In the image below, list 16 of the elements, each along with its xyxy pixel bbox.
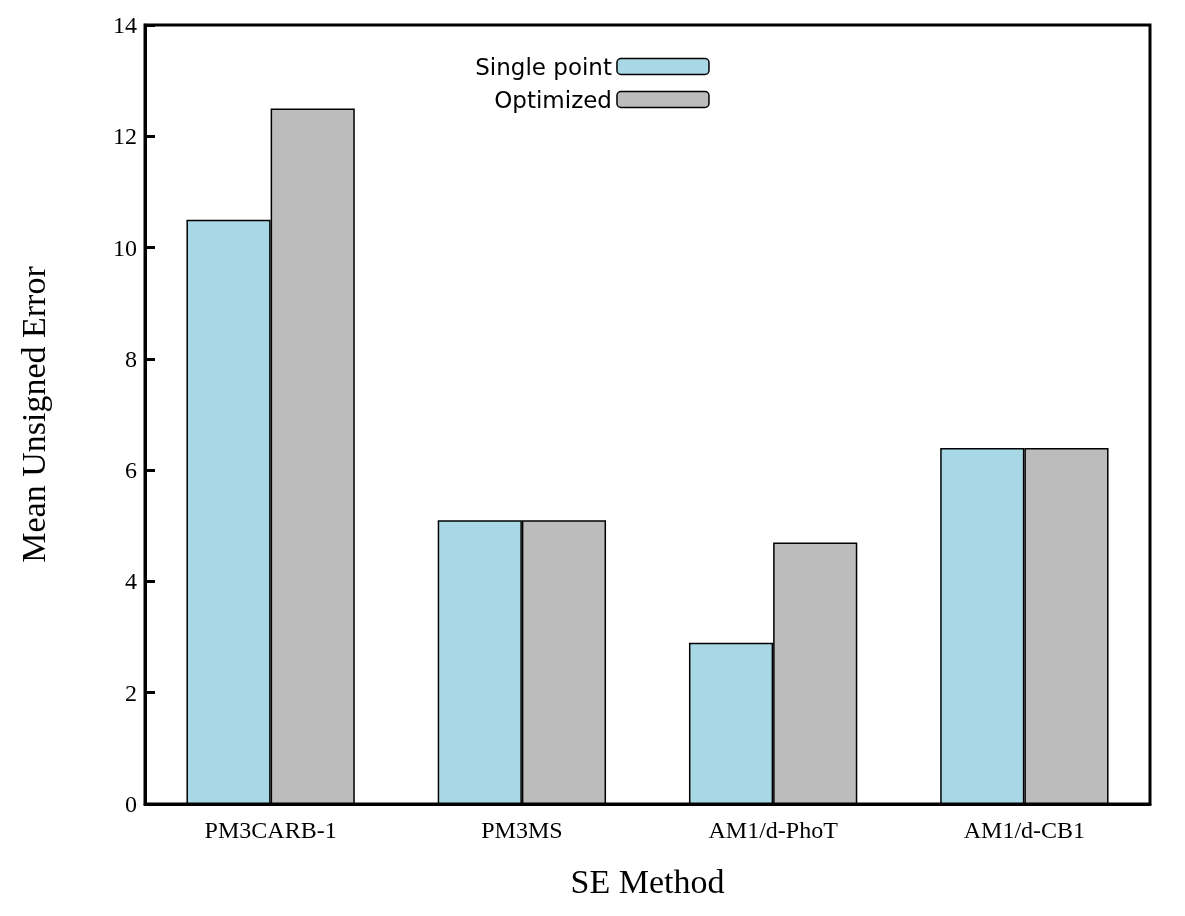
y-tick-label: 12 (113, 123, 137, 150)
y-tick-label: 6 (125, 457, 137, 484)
legend-label: Single point (475, 53, 612, 80)
legend-label: Optimized (494, 86, 612, 113)
x-tick-label: AM1/d-CB1 (963, 817, 1086, 843)
y-axis-title: Mean Unsigned Error (14, 265, 52, 563)
y-tick-label: 10 (113, 234, 137, 261)
y-tick-label: 4 (125, 568, 137, 595)
y-tick-label: 2 (125, 679, 137, 706)
y-tick-label: 0 (125, 791, 137, 817)
x-tick-label: AM1/d-PhoT (708, 817, 839, 843)
x-tick-label: PM3MS (481, 817, 563, 843)
x-tick-label: PM3CARB-1 (204, 817, 337, 843)
y-tick-label: 8 (125, 345, 137, 372)
y-tick-label: 14 (113, 12, 137, 38)
x-axis-title: SE Method (570, 862, 725, 900)
